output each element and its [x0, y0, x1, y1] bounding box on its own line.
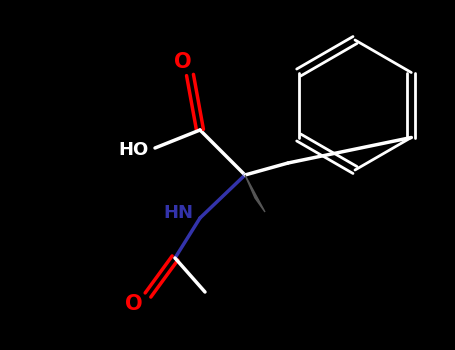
- Text: O: O: [174, 52, 192, 72]
- Polygon shape: [245, 175, 265, 212]
- Text: HN: HN: [163, 204, 193, 222]
- Text: HO: HO: [118, 141, 148, 159]
- Text: O: O: [125, 294, 143, 314]
